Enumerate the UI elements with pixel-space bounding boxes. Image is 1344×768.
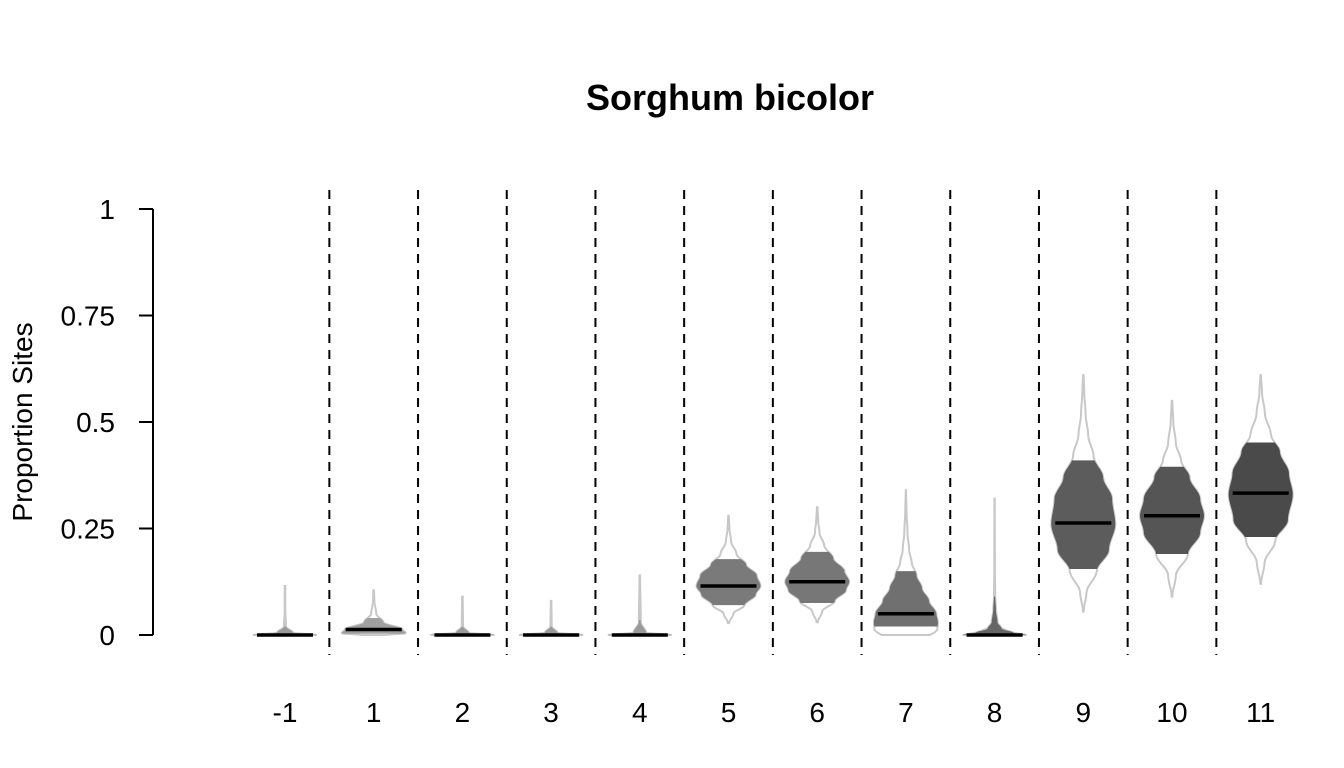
- x-tick-label: 1: [366, 697, 382, 728]
- x-tick-label: 10: [1156, 697, 1187, 728]
- violin--1: [252, 585, 318, 637]
- violin-outline: [1227, 374, 1294, 585]
- violin-outline: [962, 497, 1027, 636]
- x-tick-label: 6: [809, 697, 825, 728]
- x-tick-label: 5: [721, 697, 737, 728]
- violin-6: [784, 506, 851, 624]
- violin-iqr-fill: [696, 559, 761, 606]
- violin-10: [1139, 399, 1205, 598]
- x-tick-label: -1: [273, 697, 298, 728]
- violin-outline: [252, 585, 318, 636]
- violin-iqr-fill: [430, 626, 495, 635]
- violin-iqr-fill: [253, 626, 317, 635]
- violin-iqr-fill: [607, 620, 672, 635]
- violin-iqr-fill: [519, 626, 584, 635]
- violin-outline: [607, 574, 672, 636]
- x-tick-label: 4: [632, 697, 648, 728]
- violin-4: [607, 574, 672, 637]
- y-tick-label: 0.75: [61, 301, 116, 332]
- violin-5: [695, 514, 762, 625]
- violin-2: [430, 595, 495, 637]
- violin-9: [1050, 374, 1117, 613]
- violin-iqr-fill: [873, 571, 938, 627]
- x-tick-label: 2: [455, 697, 471, 728]
- violins: [252, 374, 1294, 637]
- y-tick-label: 0.25: [61, 514, 116, 545]
- x-tick-label: 8: [987, 697, 1003, 728]
- chart-title: Sorghum bicolor: [586, 77, 874, 118]
- violin-iqr-fill: [962, 596, 1027, 635]
- y-axis-title: Proportion Sites: [7, 322, 38, 521]
- x-tick-labels: -1 1 2 3 4 5 6 7 8 9 10 11: [273, 697, 1276, 728]
- x-tick-label: 9: [1076, 697, 1092, 728]
- violin-outline: [518, 599, 584, 636]
- violin-iqr-fill: [1140, 466, 1204, 555]
- violin-11: [1227, 374, 1294, 585]
- violin-outline: [430, 595, 495, 636]
- violin-7: [872, 489, 939, 636]
- y-tick-label: 0: [99, 620, 115, 651]
- violin-iqr-fill: [1228, 442, 1293, 538]
- x-tick-label: 11: [1246, 697, 1275, 728]
- y-tick-label: 0.5: [76, 407, 115, 438]
- violin-3: [518, 599, 584, 637]
- x-tick-label: 3: [543, 697, 559, 728]
- category-separators: [328, 190, 1218, 655]
- y-axis: 0 0.25 0.5 0.75 1: [61, 194, 154, 651]
- violin-8: [962, 497, 1027, 637]
- violin-1: [340, 589, 407, 636]
- violin-iqr-fill: [1051, 460, 1116, 569]
- x-tick-label: 7: [898, 697, 914, 728]
- y-tick-label: 1: [99, 194, 115, 225]
- violin-iqr-fill: [785, 551, 850, 604]
